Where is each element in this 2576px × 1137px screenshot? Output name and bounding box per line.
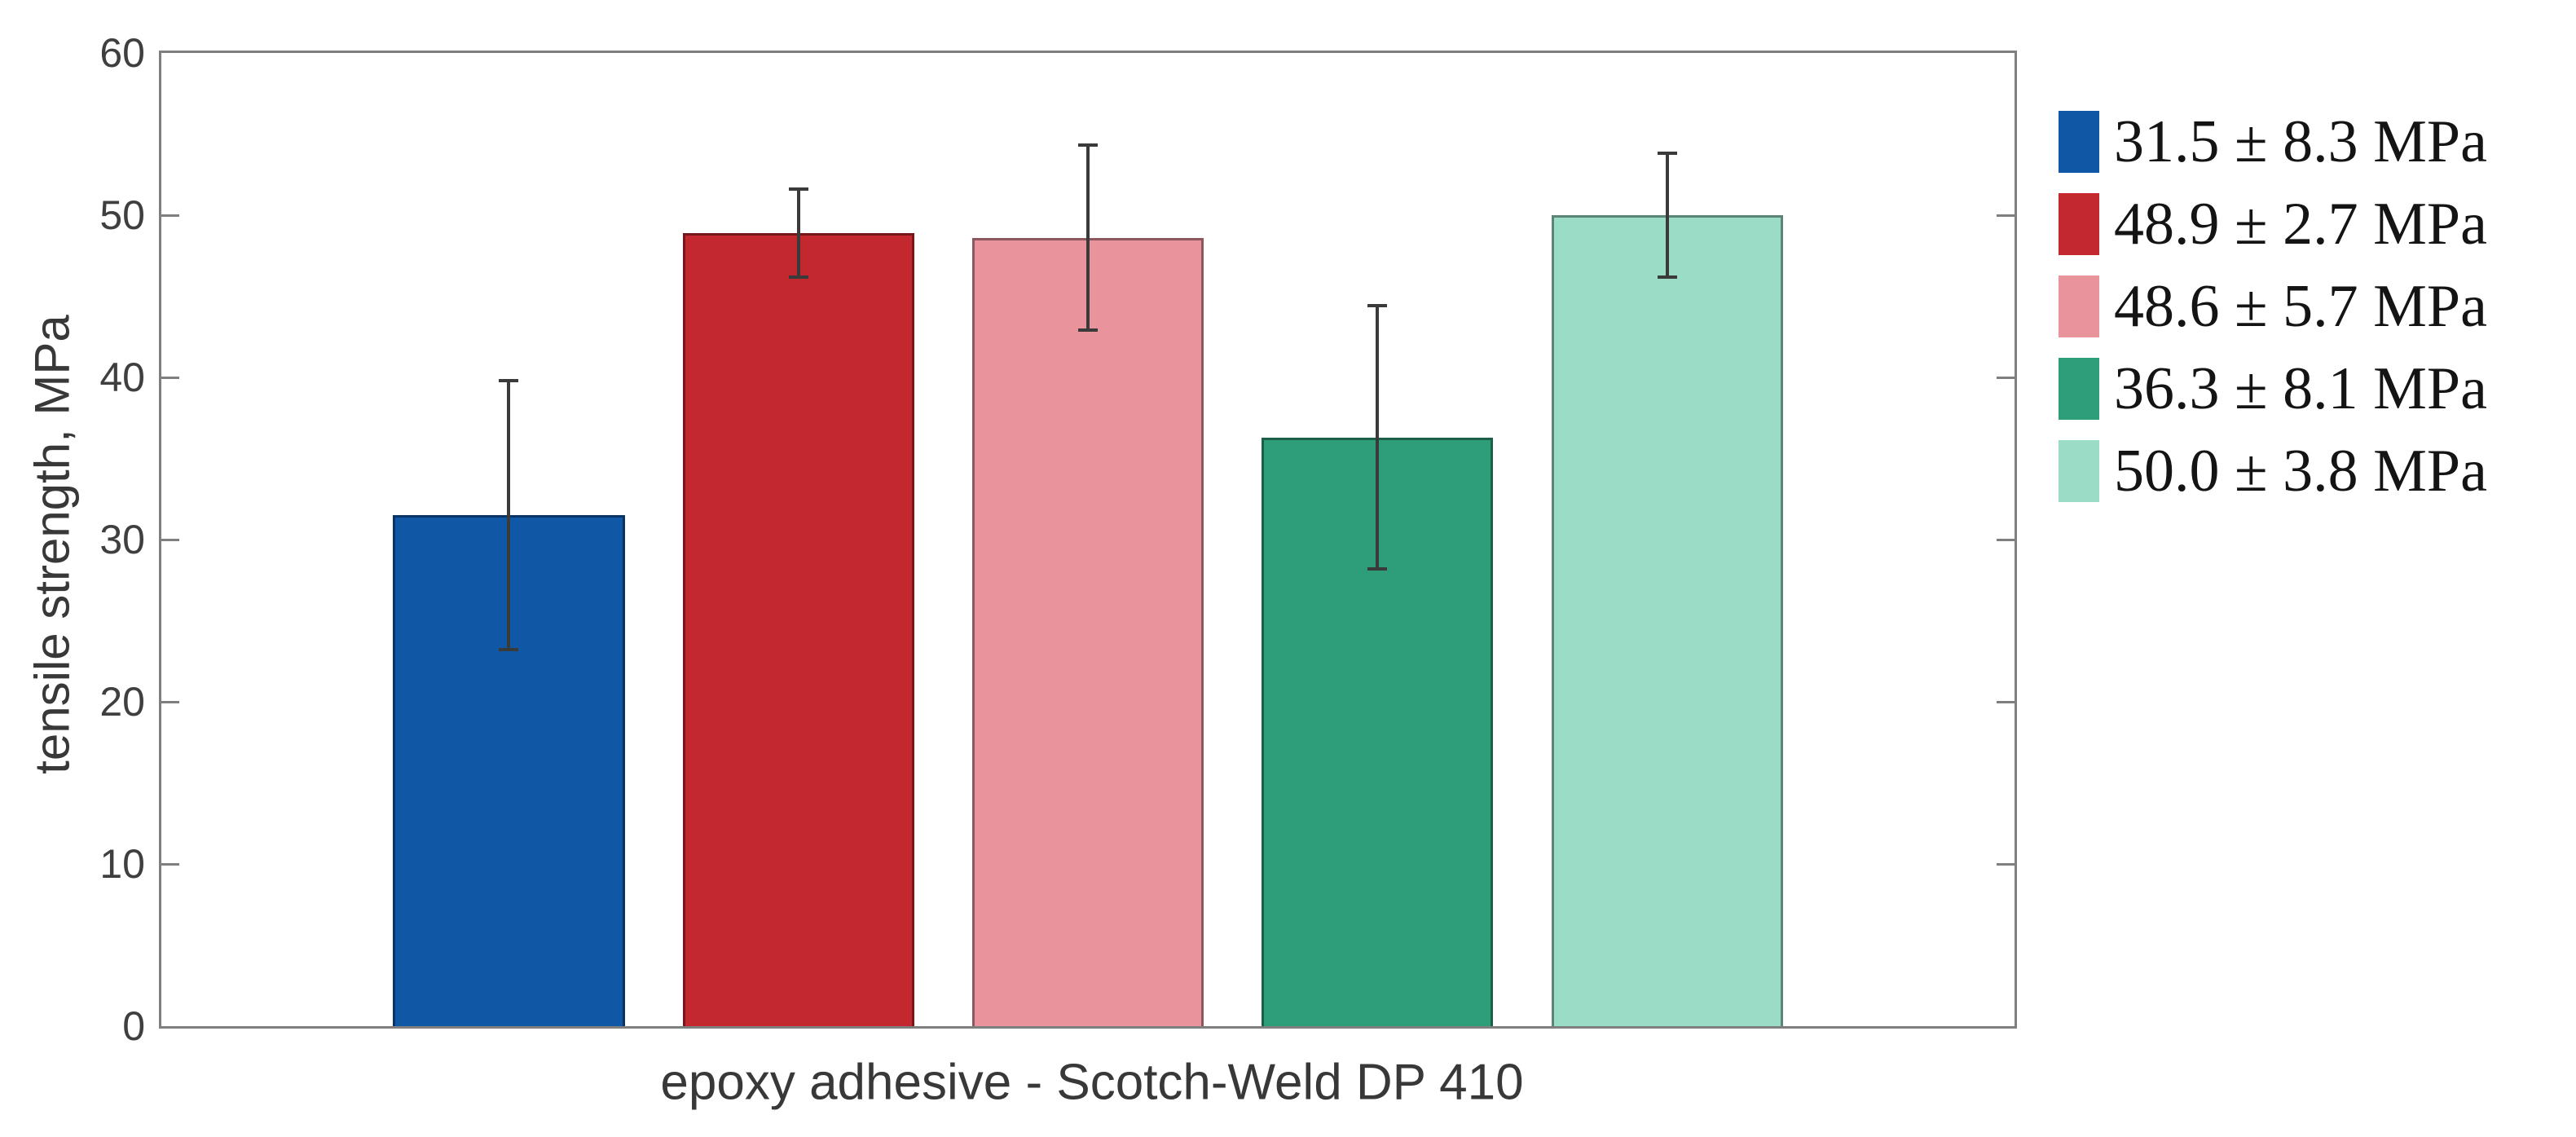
bar-error-cap-top [1078, 143, 1098, 148]
bar-error-line [1376, 306, 1380, 569]
bar-error-cap-bottom [499, 648, 519, 652]
x-axis-label: epoxy adhesive - Scotch-Weld DP 410 [660, 1054, 1524, 1111]
legend-item: 48.6 ± 5.7 MPa [2059, 273, 2487, 340]
legend-label: 48.6 ± 5.7 MPa [2114, 272, 2487, 340]
legend-swatch [2059, 358, 2099, 420]
bar-series-2 [682, 232, 914, 1026]
legend-swatch [2059, 111, 2099, 173]
y-tick-label: 60 [99, 30, 145, 76]
legend-item: 31.5 ± 8.3 MPa [2059, 108, 2487, 175]
y-axis-label: tensile strength, MPa [24, 315, 80, 774]
bar-error-line [507, 380, 511, 650]
y-tick-right [1997, 214, 2015, 217]
bar-error-cap-bottom [788, 275, 808, 279]
bar-error-line [1086, 145, 1090, 331]
legend-label: 48.9 ± 2.7 MPa [2114, 190, 2487, 258]
y-tick-label: 10 [99, 841, 145, 887]
legend-label: 50.0 ± 3.8 MPa [2114, 437, 2487, 505]
bar-error-cap-top [1367, 304, 1388, 308]
y-tick-label: 0 [122, 1003, 145, 1049]
y-tick-left [161, 862, 179, 866]
bar-error-cap-bottom [1657, 275, 1677, 279]
plot-area [159, 51, 2017, 1029]
bar-error-line [1665, 153, 1669, 277]
y-tick-label: 20 [99, 679, 145, 725]
y-tick-right [1997, 700, 2015, 703]
y-tick-right [1997, 862, 2015, 866]
y-tick-label: 30 [99, 517, 145, 562]
y-tick-label: 40 [99, 355, 145, 400]
bar-error-cap-top [1657, 152, 1677, 156]
legend-item: 36.3 ± 8.1 MPa [2059, 355, 2487, 422]
y-tick-right [1997, 376, 2015, 379]
legend: 31.5 ± 8.3 MPa 48.9 ± 2.7 MPa 48.6 ± 5.7 M… [2059, 108, 2487, 522]
bar-error-cap-top [499, 378, 519, 382]
bar-error-cap-bottom [1367, 566, 1388, 571]
legend-label: 36.3 ± 8.1 MPa [2114, 355, 2487, 422]
bar-error-line [796, 189, 800, 277]
legend-item: 50.0 ± 3.8 MPa [2059, 438, 2487, 505]
y-tick-left [161, 700, 179, 703]
y-tick-left [161, 538, 179, 541]
bar-series-3 [971, 237, 1204, 1026]
y-tick-label: 50 [99, 192, 145, 238]
legend-swatch [2059, 275, 2099, 337]
y-tick-left [161, 214, 179, 217]
legend-label: 31.5 ± 8.3 MPa [2114, 108, 2487, 175]
bar-series-5 [1551, 215, 1783, 1026]
bar-error-cap-top [788, 187, 808, 192]
y-tick-left [161, 376, 179, 379]
y-tick-right [1997, 538, 2015, 541]
legend-swatch [2059, 193, 2099, 255]
legend-swatch [2059, 440, 2099, 502]
legend-item: 48.9 ± 2.7 MPa [2059, 191, 2487, 258]
bar-error-cap-bottom [1078, 328, 1098, 333]
